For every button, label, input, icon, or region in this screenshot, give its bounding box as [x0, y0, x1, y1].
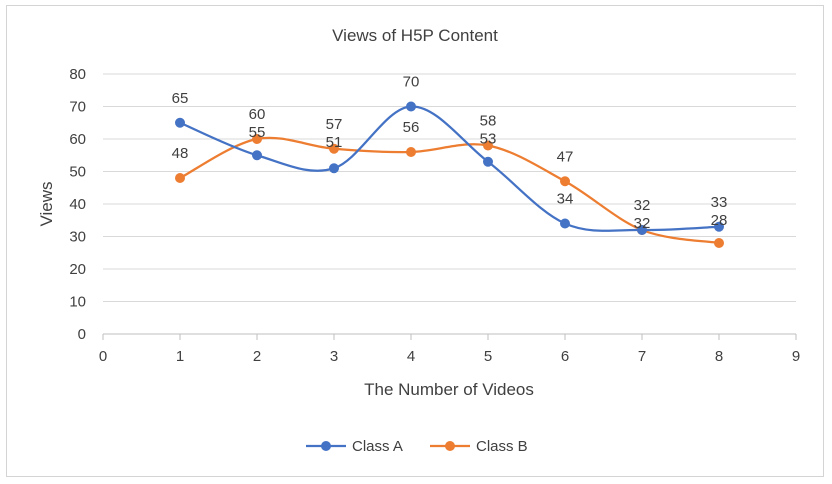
- legend-swatch-marker: [445, 441, 455, 451]
- x-tick-label: 6: [561, 348, 569, 365]
- legend: Class A Class B: [306, 438, 528, 455]
- x-axis-ticks: 0 1 2 3 4 5 6 7 8 9: [99, 334, 800, 365]
- class-a-data-label: 55: [249, 124, 266, 141]
- class-b-data-label: 48: [172, 145, 189, 162]
- y-tick-label: 60: [69, 131, 86, 148]
- class-b-data-label: 58: [480, 113, 497, 130]
- class-b-data-label: 28: [711, 212, 728, 229]
- class-a-point: [714, 221, 724, 232]
- x-tick-label: 4: [407, 348, 415, 365]
- class-b-data-label: 32: [634, 215, 651, 232]
- y-tick-label: 10: [69, 294, 86, 311]
- chart-title: Views of H5P Content: [332, 26, 498, 45]
- class-a-data-label: 53: [480, 131, 497, 148]
- legend-label: Class A: [352, 438, 403, 455]
- class-a-data-label: 34: [557, 191, 574, 208]
- x-tick-label: 8: [715, 348, 723, 365]
- y-tick-label: 40: [69, 196, 86, 213]
- y-axis-ticks: 0 10 20 30 40 50 60 70 80: [69, 66, 86, 343]
- class-b-point: [560, 176, 570, 187]
- class-a-point: [252, 150, 262, 161]
- class-b-point: [406, 147, 416, 157]
- legend-item-class-b: Class B: [430, 438, 528, 455]
- class-b-data-label: 57: [326, 116, 343, 133]
- x-tick-label: 5: [484, 348, 492, 365]
- class-a-point: [637, 225, 647, 235]
- y-tick-label: 30: [69, 229, 86, 246]
- y-tick-label: 20: [69, 261, 86, 278]
- class-b-point: [714, 238, 724, 248]
- legend-item-class-a: Class A: [306, 438, 403, 455]
- class-b-data-label: 47: [557, 148, 574, 165]
- x-tick-label: 7: [638, 348, 646, 365]
- y-tick-label: 70: [69, 99, 86, 116]
- class-b-point: [175, 173, 185, 183]
- class-a-point: [406, 101, 416, 112]
- class-a-data-label: 70: [403, 74, 420, 91]
- class-a-line: [179, 105, 720, 232]
- class-a-point: [483, 156, 493, 167]
- class-b-point: [252, 134, 262, 144]
- chart-frame: [6, 5, 824, 477]
- series-layer: [175, 101, 724, 248]
- class-a-data-label: 32: [634, 197, 651, 214]
- gridlines: [103, 73, 796, 302]
- class-a-data-label: 33: [711, 194, 728, 211]
- class-b-data-label: 60: [249, 106, 266, 123]
- legend-swatch-marker: [321, 441, 331, 451]
- x-tick-label: 3: [330, 348, 338, 365]
- y-tick-label: 0: [78, 326, 86, 343]
- x-tick-label: 9: [792, 348, 800, 365]
- class-b-data-label: 56: [403, 119, 420, 136]
- class-a-data-label: 51: [326, 134, 343, 151]
- class-a-point: [175, 117, 185, 128]
- class-a-point: [329, 163, 339, 174]
- y-tick-label: 50: [69, 164, 86, 181]
- x-tick-label: 0: [99, 348, 107, 365]
- x-axis-title: The Number of Videos: [364, 380, 534, 399]
- y-tick-label: 80: [69, 66, 86, 83]
- legend-label: Class B: [476, 438, 528, 455]
- class-a-data-label: 65: [172, 90, 189, 107]
- class-b-point: [483, 140, 493, 151]
- y-axis-title: Views: [37, 181, 56, 226]
- x-tick-label: 1: [176, 348, 184, 365]
- class-b-point: [329, 143, 339, 154]
- x-tick-label: 2: [253, 348, 261, 365]
- class-a-point: [560, 218, 570, 229]
